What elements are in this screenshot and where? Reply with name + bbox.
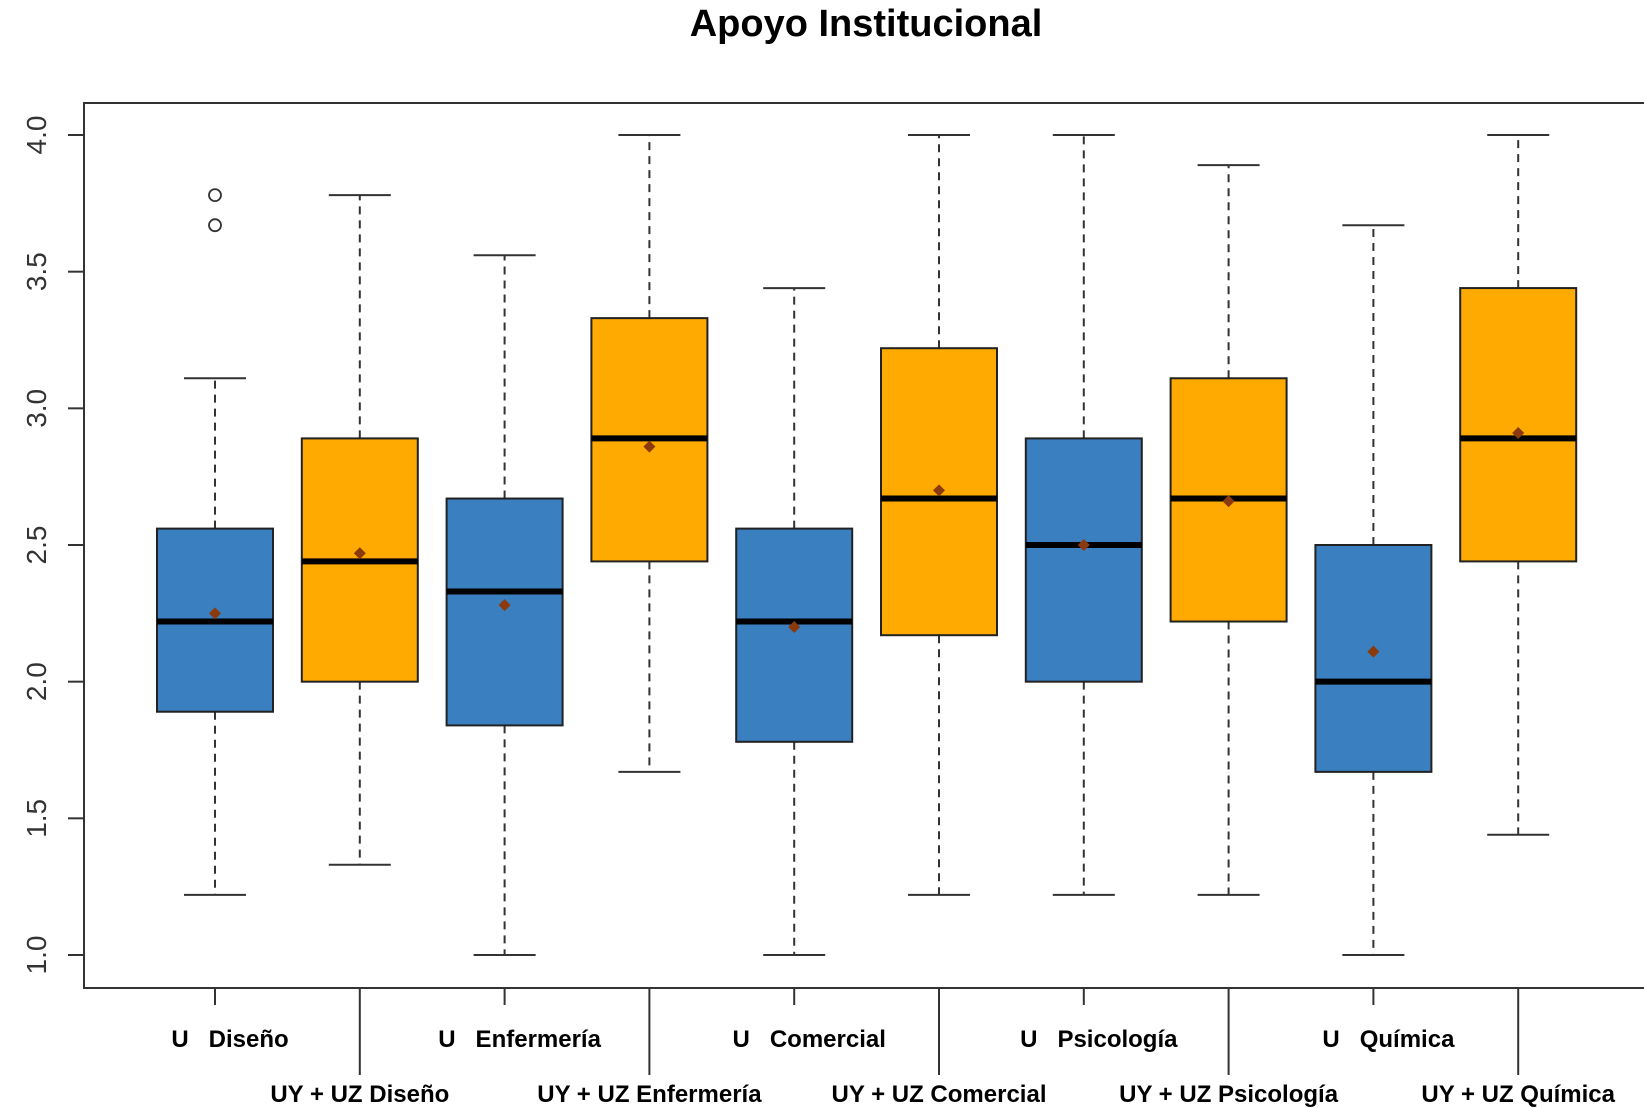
box-6 xyxy=(880,134,998,896)
mean-marker xyxy=(1367,645,1380,658)
x-axis: U Diseño UY + UZ Diseño U Enfermería UY + U… xyxy=(171,988,1616,1108)
box-3 xyxy=(445,254,564,956)
y-tick-label: 2.5 xyxy=(21,526,52,565)
box-7 xyxy=(1024,134,1143,896)
mean-marker xyxy=(209,607,221,620)
x-tick-label: U Psicología xyxy=(1020,1026,1178,1053)
mean-marker xyxy=(933,484,945,497)
iqr-box xyxy=(1459,287,1578,563)
x-tick-label: UY + UZ Comercial xyxy=(832,1081,1047,1108)
box-9 xyxy=(1314,224,1433,956)
box-8 xyxy=(1169,164,1288,896)
mean-marker xyxy=(353,547,366,560)
x-tick-label: UY + UZ Química xyxy=(1421,1081,1615,1108)
y-tick-label: 4.0 xyxy=(21,116,52,155)
y-axis: 1.0 1.5 2.0 2.5 3.0 3.5 4.0 xyxy=(21,116,85,975)
y-tick-label: 3.0 xyxy=(21,389,52,428)
y-tick-label: 1.0 xyxy=(21,936,52,975)
box-10 xyxy=(1459,134,1578,836)
iqr-box xyxy=(735,527,854,743)
chart-title: Apoyo Institucional xyxy=(690,3,1043,45)
mean-marker xyxy=(643,440,656,453)
iqr-box xyxy=(1024,437,1143,683)
x-tick-label: U Comercial xyxy=(733,1026,886,1053)
x-tick-label: U Diseño xyxy=(171,1026,288,1053)
mean-marker xyxy=(498,599,511,612)
x-tick-label: UY + UZ Enfermería xyxy=(537,1081,762,1108)
iqr-box xyxy=(1314,544,1433,773)
box-5 xyxy=(735,287,854,956)
y-tick-label: 2.0 xyxy=(21,662,52,701)
boxes xyxy=(156,134,1578,956)
mean-marker xyxy=(1077,539,1090,552)
box-1 xyxy=(156,188,274,896)
y-tick-label: 3.5 xyxy=(21,252,52,291)
x-tick-label: U Enfermería xyxy=(438,1026,601,1053)
x-tick-label: UY + UZ Psicología xyxy=(1119,1081,1339,1108)
mean-marker xyxy=(1512,426,1525,439)
x-tick-label: U Química xyxy=(1322,1026,1455,1053)
outlier-point xyxy=(208,188,222,203)
box-4 xyxy=(590,134,709,773)
mean-marker xyxy=(788,621,801,634)
mean-marker xyxy=(1222,495,1235,508)
box-2 xyxy=(300,194,419,866)
iqr-box xyxy=(445,497,564,727)
y-tick-label: 1.5 xyxy=(21,799,52,838)
outlier-point xyxy=(208,218,222,233)
x-tick-label: UY + UZ Diseño xyxy=(270,1081,449,1108)
